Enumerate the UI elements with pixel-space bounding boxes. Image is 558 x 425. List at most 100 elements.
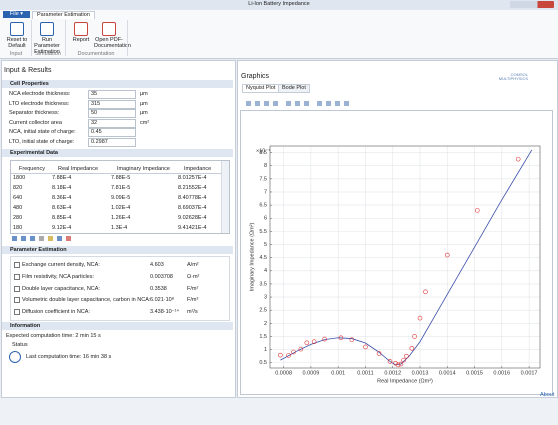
data-point xyxy=(404,353,409,359)
text-input[interactable]: 0.45 xyxy=(88,128,136,138)
param-label: Film resistivity, NCA particles: xyxy=(22,273,95,280)
table-header[interactable]: Real Impedance xyxy=(58,166,99,172)
table-header[interactable]: Imaginary Impedance xyxy=(117,166,170,172)
param-value: 0.003708 xyxy=(150,273,173,280)
section-header[interactable]: Information xyxy=(2,322,233,330)
table-tool-icon[interactable] xyxy=(21,236,26,241)
panel-title: Graphics xyxy=(241,73,270,80)
param-value: 6.021·10⁸ xyxy=(150,297,175,304)
x-tick-label: 0.0017 xyxy=(521,370,538,376)
param-value: 4.603 xyxy=(150,262,164,268)
table-header[interactable]: Impedance xyxy=(184,166,212,172)
x-tick-label: 0.0016 xyxy=(493,370,510,376)
text-input[interactable]: 315 xyxy=(88,99,136,109)
data-point xyxy=(412,334,417,339)
window-title: Li-Ion Battery Impedance xyxy=(248,1,310,7)
toolbar-icon[interactable] xyxy=(295,101,300,106)
toolbar-icon[interactable] xyxy=(335,101,340,106)
data-point xyxy=(423,289,428,295)
data-point xyxy=(311,339,317,345)
data-point xyxy=(393,360,398,366)
data-point xyxy=(338,335,344,341)
ribbon-button-label[interactable]: Report xyxy=(72,37,90,43)
data-point xyxy=(395,362,401,368)
toolbar-icon[interactable] xyxy=(255,101,260,106)
section-header[interactable]: Cell Properties xyxy=(2,80,233,88)
table-tool-icon[interactable] xyxy=(39,236,44,241)
y-tick-label: 0.5 xyxy=(259,360,267,366)
table-tool-icon[interactable] xyxy=(57,236,62,241)
toolbar-icon[interactable] xyxy=(304,101,309,106)
toolbar-icon[interactable] xyxy=(344,101,349,106)
y-tick-label: 3 xyxy=(264,295,267,301)
y-tick-label: 4.5 xyxy=(259,255,267,261)
checkbox[interactable] xyxy=(14,273,20,280)
scrollbar[interactable] xyxy=(221,161,229,233)
data-point xyxy=(286,353,291,358)
table-cell: 8.69037E-4 xyxy=(178,205,207,211)
ribbon-button-label[interactable]: Open PDF-Documentation xyxy=(94,37,131,49)
window-controls[interactable] xyxy=(510,1,554,8)
field-unit: µm xyxy=(140,100,148,107)
data-point xyxy=(474,208,480,213)
table-cell: 9.12E-4 xyxy=(52,225,72,231)
data-point xyxy=(278,352,283,358)
data-point xyxy=(398,361,404,367)
table-header[interactable]: Frequency xyxy=(19,166,45,172)
table-tool-icon[interactable] xyxy=(66,236,71,241)
field-label: NCA, initial state of charge: xyxy=(9,129,76,136)
checkbox[interactable] xyxy=(14,285,20,292)
toolbar-icon[interactable] xyxy=(246,101,251,106)
text-input[interactable]: 50 xyxy=(88,109,136,119)
ribbon-group-label: Documentation xyxy=(77,51,115,57)
toolbar-icon[interactable] xyxy=(273,101,278,106)
y-tick-label: 4 xyxy=(264,268,267,274)
ribbon-icon[interactable] xyxy=(74,22,88,36)
data-point xyxy=(417,315,423,321)
ribbon-icon[interactable] xyxy=(40,22,54,36)
toolbar-icon[interactable] xyxy=(326,101,331,106)
plot-tab[interactable]: Bode Plot xyxy=(278,84,310,93)
table-cell: 7.88E-4 xyxy=(52,175,72,181)
data-point xyxy=(387,359,393,364)
table-tool-icon[interactable] xyxy=(48,236,53,241)
section-header[interactable]: Parameter Estimation xyxy=(2,246,233,254)
data-point xyxy=(322,336,327,342)
section-header[interactable]: Experimental Data xyxy=(2,149,233,157)
ribbon-icon[interactable] xyxy=(102,22,116,36)
toolbar-icon[interactable] xyxy=(317,101,322,106)
table-cell: 8.40778E-4 xyxy=(178,195,207,201)
table-cell: 8.18E-4 xyxy=(52,185,72,191)
ribbon-icon[interactable] xyxy=(10,22,24,36)
table-cell: 7.81E-5 xyxy=(111,185,131,191)
file-button[interactable]: File ▾ xyxy=(3,11,30,18)
ribbon-button-label[interactable]: Reset to Default xyxy=(6,37,28,49)
plot-tab[interactable]: Nyquist Plot xyxy=(242,84,280,93)
toolbar-icon[interactable] xyxy=(286,101,291,106)
checkbox[interactable] xyxy=(14,262,20,268)
ribbon-tab[interactable]: Parameter Estimation xyxy=(32,11,95,19)
group-box xyxy=(10,256,230,321)
y-axis-title: Imaginary Impedance (Ωm²) xyxy=(249,223,255,292)
field-label: Current collector area xyxy=(9,119,62,126)
table-cell: 8.36E-4 xyxy=(52,195,72,201)
checkbox[interactable] xyxy=(14,297,20,304)
info-text: Status xyxy=(12,342,28,348)
data-point xyxy=(291,349,296,355)
ribbon-separator xyxy=(127,20,128,56)
table-tool-icon[interactable] xyxy=(30,236,35,241)
text-input[interactable]: 0.2987 xyxy=(88,138,136,147)
checkbox[interactable] xyxy=(14,309,20,316)
fit-line xyxy=(280,149,533,366)
text-input[interactable]: 32 xyxy=(88,118,136,128)
x-tick-label: 0.0015 xyxy=(466,370,483,376)
data-point xyxy=(409,345,415,351)
table-cell: 9.41421E-4 xyxy=(178,225,207,231)
ribbon-button-label[interactable]: Run Parameter Estimation xyxy=(34,37,60,55)
param-unit: F/m³ xyxy=(187,297,199,304)
text-input[interactable]: 35 xyxy=(88,90,136,99)
ribbon-group-label: Simulation xyxy=(35,51,61,57)
toolbar-icon[interactable] xyxy=(264,101,269,106)
about-link[interactable]: About xyxy=(540,392,555,398)
table-tool-icon[interactable] xyxy=(12,236,17,241)
